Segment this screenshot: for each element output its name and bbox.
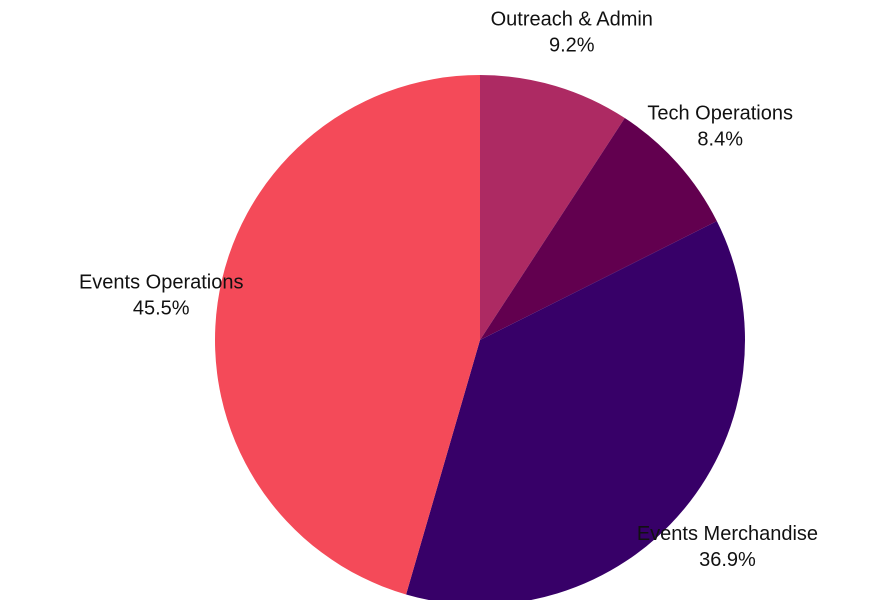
pie-slice-events-merchandise bbox=[406, 221, 745, 600]
pie-label-percent: 8.4% bbox=[697, 129, 743, 151]
pie-slice-tech-operations bbox=[480, 118, 717, 340]
pie-label-percent: 9.2% bbox=[549, 34, 595, 56]
pie-label-percent: 45.5% bbox=[133, 298, 190, 320]
pie-slice-events-operations bbox=[214, 75, 480, 595]
pie-label-name: Tech Operations bbox=[647, 103, 793, 125]
pie-label-events-merchandise: Events Merchandise 36.9% bbox=[637, 523, 818, 571]
pie-label-outreach-and-admin: Outreach & Admin 9.2% bbox=[491, 8, 653, 56]
pie-label-name: Events Merchandise bbox=[637, 523, 818, 545]
pie-label-percent: 36.9% bbox=[699, 549, 756, 571]
pie-slice-outreach-and-admin bbox=[480, 75, 625, 340]
pie-label-name: Outreach & Admin bbox=[491, 8, 653, 30]
pie-label-tech-operations: Tech Operations 8.4% bbox=[647, 103, 793, 151]
pie-labels: Outreach & Admin 9.2% Tech Operations 8.4% E… bbox=[79, 8, 818, 571]
pie-label-name: Events Operations bbox=[79, 272, 244, 294]
pie-label-events-operations: Events Operations 45.5% bbox=[79, 272, 244, 320]
pie-slices bbox=[214, 75, 745, 600]
